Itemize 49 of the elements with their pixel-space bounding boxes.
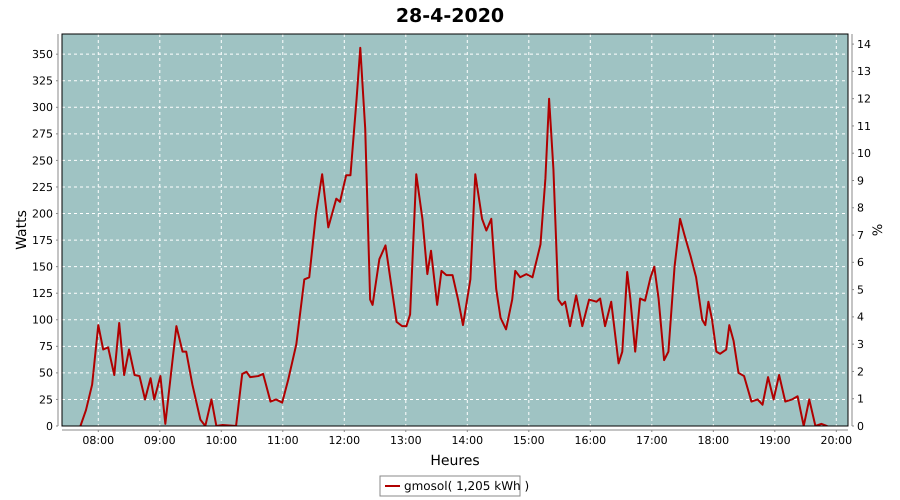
y-tick-label: 250 xyxy=(32,154,53,168)
y-tick-label: 25 xyxy=(39,393,53,406)
y-tick-label: 100 xyxy=(32,314,53,327)
y2-tick-label: 9 xyxy=(857,174,864,188)
y-tick-label: 225 xyxy=(32,180,53,194)
x-tick-label: 13:00 xyxy=(390,434,422,447)
y-tick-label: 125 xyxy=(32,287,53,300)
y2-tick-label: 13 xyxy=(857,65,871,78)
y2-tick-label: 10 xyxy=(857,147,871,160)
y-tick-label: 300 xyxy=(32,101,53,114)
y2-tick-label: 0 xyxy=(857,420,864,433)
y2-tick-label: 11 xyxy=(857,120,871,133)
line-series xyxy=(79,46,828,426)
y-tick-label: 275 xyxy=(32,128,53,141)
x-tick-label: 09:00 xyxy=(144,434,176,447)
y2-tick-label: 12 xyxy=(857,92,871,106)
y-tick-label: 200 xyxy=(32,207,53,220)
x-tick-label: 10:00 xyxy=(205,434,238,447)
y2-tick-label: 5 xyxy=(857,283,864,296)
y-tick-label: 75 xyxy=(39,340,53,354)
x-tick-label: 14:00 xyxy=(451,434,484,447)
y2-tick-label: 4 xyxy=(857,310,864,324)
y2-tick-label: 1 xyxy=(857,392,864,406)
x-axis-title: Heures xyxy=(430,453,480,469)
x-tick-label: 18:00 xyxy=(697,434,730,447)
y2-tick-label: 2 xyxy=(857,365,864,378)
x-tick-label: 15:00 xyxy=(512,434,545,447)
y2-tick-label: 8 xyxy=(857,202,864,215)
y2-tick-label: 7 xyxy=(857,228,864,242)
y-axis-title: Watts xyxy=(14,210,30,250)
y-tick-label: 50 xyxy=(39,366,53,380)
y-tick-label: 350 xyxy=(32,48,53,62)
x-tick-label: 16:00 xyxy=(574,434,606,447)
y-tick-label: 150 xyxy=(32,260,53,274)
y-tick-label: 0 xyxy=(46,420,53,433)
y2-tick-label: 14 xyxy=(857,38,871,51)
y2-axis-title: % xyxy=(871,224,886,236)
y2-tick-label: 3 xyxy=(857,338,864,352)
y2-tick-label: 6 xyxy=(857,256,864,270)
x-tick-label: 20:00 xyxy=(820,434,852,447)
x-tick-label: 11:00 xyxy=(266,434,299,447)
x-tick-label: 17:00 xyxy=(636,434,668,447)
y-tick-label: 325 xyxy=(32,74,53,88)
y-tick-label: 175 xyxy=(32,234,53,247)
legend-label: gmosol( 1,205 kWh ) xyxy=(404,479,530,494)
x-tick-label: 19:00 xyxy=(758,434,791,447)
x-tick-label: 12:00 xyxy=(328,434,360,447)
chart-title: 28-4-2020 xyxy=(396,5,504,27)
x-tick-label: 08:00 xyxy=(82,434,114,447)
